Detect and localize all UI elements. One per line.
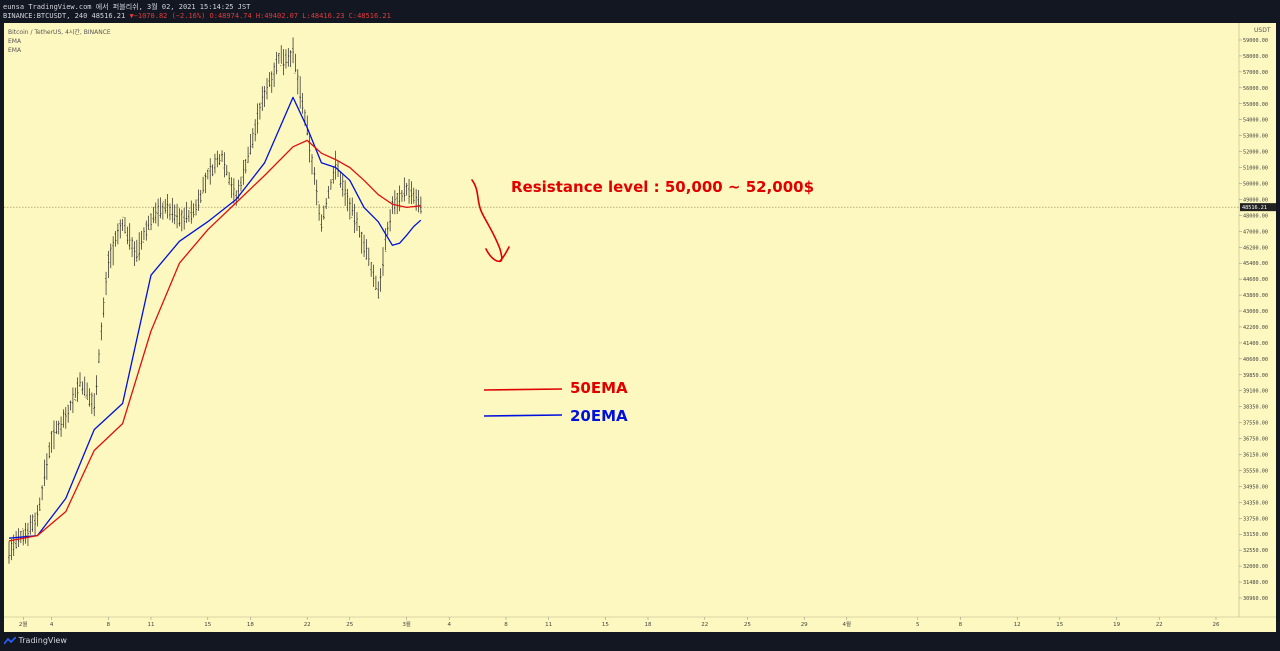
- resistance-annotation: Resistance level : 50,000 ~ 52,000$: [511, 178, 814, 196]
- x-tick-label: 22: [701, 622, 708, 628]
- y-tick-label: 51000.00: [1243, 166, 1268, 172]
- x-tick-label: 4: [447, 622, 451, 628]
- x-tick-label: 25: [744, 622, 751, 628]
- y-tick-label: 48000.00: [1243, 213, 1268, 219]
- price-change: −1070.82 (−2.16%): [133, 12, 206, 20]
- x-tick-label: 25: [346, 622, 353, 628]
- y-tick-label: 40600.00: [1243, 357, 1268, 363]
- x-tick-label: 4: [50, 622, 54, 628]
- legend-indicator-1[interactable]: EMA: [8, 38, 22, 45]
- legend-20ema-label: 20EMA: [570, 407, 628, 425]
- x-tick-label: 4월: [843, 620, 852, 628]
- x-tick-label: 29: [801, 622, 808, 628]
- legend-indicator-2[interactable]: EMA: [8, 47, 22, 54]
- ohlc-open: O:48974.74: [209, 12, 252, 20]
- x-tick-label: 15: [602, 622, 609, 628]
- brand[interactable]: TradingView: [4, 636, 67, 645]
- legend-symbol: Bitcoin / TetherUS, 4시간, BINANCE: [8, 29, 111, 36]
- x-tick-label: 12: [1014, 622, 1021, 628]
- y-tick-label: 42200.00: [1243, 325, 1268, 331]
- y-tick-label: 57000.00: [1243, 70, 1268, 76]
- currency-label: USDT: [1254, 27, 1271, 34]
- last-price-badge: [1240, 203, 1276, 212]
- x-tick-label: 11: [148, 622, 155, 628]
- x-tick-label: 2월: [19, 620, 28, 628]
- y-tick-label: 50000.00: [1243, 181, 1268, 187]
- y-tick-label: 49000.00: [1243, 197, 1268, 203]
- y-tick-label: 54000.00: [1243, 118, 1268, 124]
- y-tick-label: 59000.00: [1243, 38, 1268, 44]
- footer-bar: TradingView: [0, 632, 1280, 651]
- ohlc-low: L:48416.23: [302, 12, 345, 20]
- y-tick-label: 32000.00: [1243, 564, 1268, 570]
- y-tick-label: 39850.00: [1243, 373, 1268, 379]
- chart-area[interactable]: USDT 59000.00 58000.00 57000.00 56000.00 5500…: [4, 23, 1276, 632]
- y-tick-label: 43800.00: [1243, 293, 1268, 299]
- y-tick-label: 52000.00: [1243, 150, 1268, 156]
- y-tick-label: 38350.00: [1243, 405, 1268, 411]
- x-tick-label: 5: [916, 622, 920, 628]
- x-tick-label: 18: [645, 622, 652, 628]
- y-tick-label: 41400.00: [1243, 341, 1268, 347]
- x-tick-label: 22: [1156, 622, 1163, 628]
- x-tick-label: 8: [959, 622, 963, 628]
- y-tick-label: 55000.00: [1243, 102, 1268, 108]
- down-arrow-annotation: [471, 179, 510, 263]
- y-tick-label: 34350.00: [1243, 500, 1268, 506]
- y-tick-label: 37550.00: [1243, 421, 1268, 427]
- x-tick-label: 8: [504, 622, 508, 628]
- y-tick-label: 47000.00: [1243, 229, 1268, 235]
- down-arrow-icon: ▼: [129, 12, 134, 20]
- brand-label: TradingView: [18, 636, 67, 645]
- y-tick-label: 30960.00: [1243, 596, 1268, 602]
- ohlc-readout: BINANCE:BTCUSDT, 240 48516.21 ▼−1070.82 …: [3, 12, 391, 21]
- tradingview-logo-icon: [4, 636, 16, 644]
- y-tick-label: 39100.00: [1243, 389, 1268, 395]
- x-tick-label: 22: [304, 622, 311, 628]
- y-tick-label: 43000.00: [1243, 309, 1268, 315]
- y-tick-label: 32550.00: [1243, 548, 1268, 554]
- x-tick-label: 3월: [402, 620, 411, 628]
- y-tick-label: 36150.00: [1243, 453, 1268, 459]
- last-price-label: 48516.21: [1242, 205, 1267, 211]
- x-tick-label: 26: [1213, 622, 1220, 628]
- y-tick-label: 58000.00: [1243, 54, 1268, 60]
- y-tick-label: 44600.00: [1243, 277, 1268, 283]
- x-tick-label: 15: [1056, 622, 1063, 628]
- ohlc-high: H:49402.07: [255, 12, 299, 20]
- y-tick-label: 56000.00: [1243, 86, 1268, 92]
- x-tick-label: 18: [247, 622, 254, 628]
- y-tick-label: 31480.00: [1243, 580, 1268, 586]
- chart-header: eunsa TradingView.com 에서 퍼블리쉬, 3월 02, 20…: [0, 0, 1280, 23]
- ohlc-close: C:48516.21: [348, 12, 391, 20]
- y-tick-label: 45400.00: [1243, 261, 1268, 267]
- y-tick-label: 33750.00: [1243, 516, 1268, 522]
- x-tick-label: 15: [204, 622, 211, 628]
- y-tick-label: 35550.00: [1243, 468, 1268, 474]
- y-tick-label: 36750.00: [1243, 437, 1268, 443]
- y-tick-label: 53000.00: [1243, 134, 1268, 140]
- x-tick-label: 8: [107, 622, 111, 628]
- ema-line-20EMA[interactable]: [8, 96, 422, 539]
- legend-20ema-swatch: [483, 414, 563, 417]
- symbol-price: BINANCE:BTCUSDT, 240 48516.21: [3, 12, 126, 20]
- y-tick-label: 46200.00: [1243, 245, 1268, 251]
- price-chart[interactable]: USDT59000.0058000.0057000.0056000.005500…: [4, 23, 1276, 632]
- y-tick-label: 33150.00: [1243, 532, 1268, 538]
- ema-line-50EMA[interactable]: [8, 139, 421, 542]
- legend-50ema-swatch: [483, 388, 563, 391]
- y-tick-label: 34950.00: [1243, 484, 1268, 490]
- x-tick-label: 19: [1113, 622, 1120, 628]
- x-tick-label: 11: [545, 622, 552, 628]
- publish-info: eunsa TradingView.com 에서 퍼블리쉬, 3월 02, 20…: [3, 3, 251, 11]
- chart-legend: Bitcoin / TetherUS, 4시간, BINANCE EMA EMA: [8, 28, 111, 55]
- legend-50ema-label: 50EMA: [570, 379, 628, 397]
